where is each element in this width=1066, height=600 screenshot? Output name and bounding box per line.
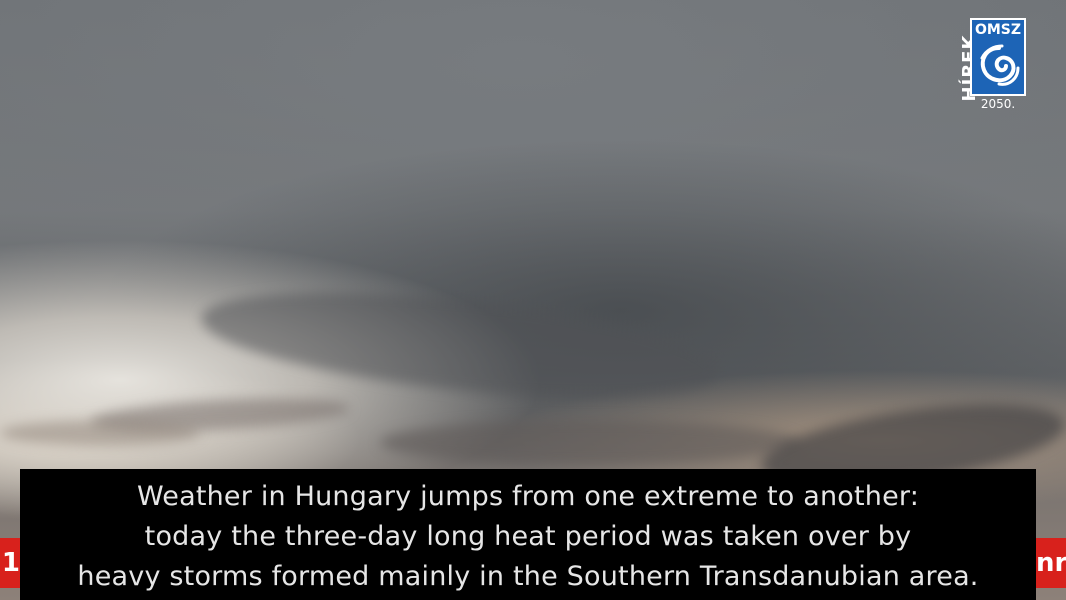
subtitle-line-1: Weather in Hungary jumps from one extrem…	[136, 480, 920, 512]
logo-year-text: 2050.	[980, 97, 1016, 111]
news-ticker-left: 1	[0, 538, 20, 588]
omsz-logo: HÍREK OMSZ 2050.	[944, 16, 1034, 116]
subtitle-line-2: today the three-day long heat period was…	[144, 520, 912, 552]
logo-omsz-text: OMSZ	[974, 22, 1022, 38]
logo-badge: OMSZ	[970, 18, 1026, 96]
cloud-band	[0, 420, 200, 446]
cyclone-swirl-icon	[980, 44, 1020, 86]
news-ticker-right: nr	[1036, 538, 1066, 588]
subtitle-box: Weather in Hungary jumps from one extrem…	[20, 469, 1036, 600]
subtitle-line-3: heavy storms formed mainly in the Southe…	[77, 560, 979, 592]
cloud-band	[380, 420, 800, 465]
